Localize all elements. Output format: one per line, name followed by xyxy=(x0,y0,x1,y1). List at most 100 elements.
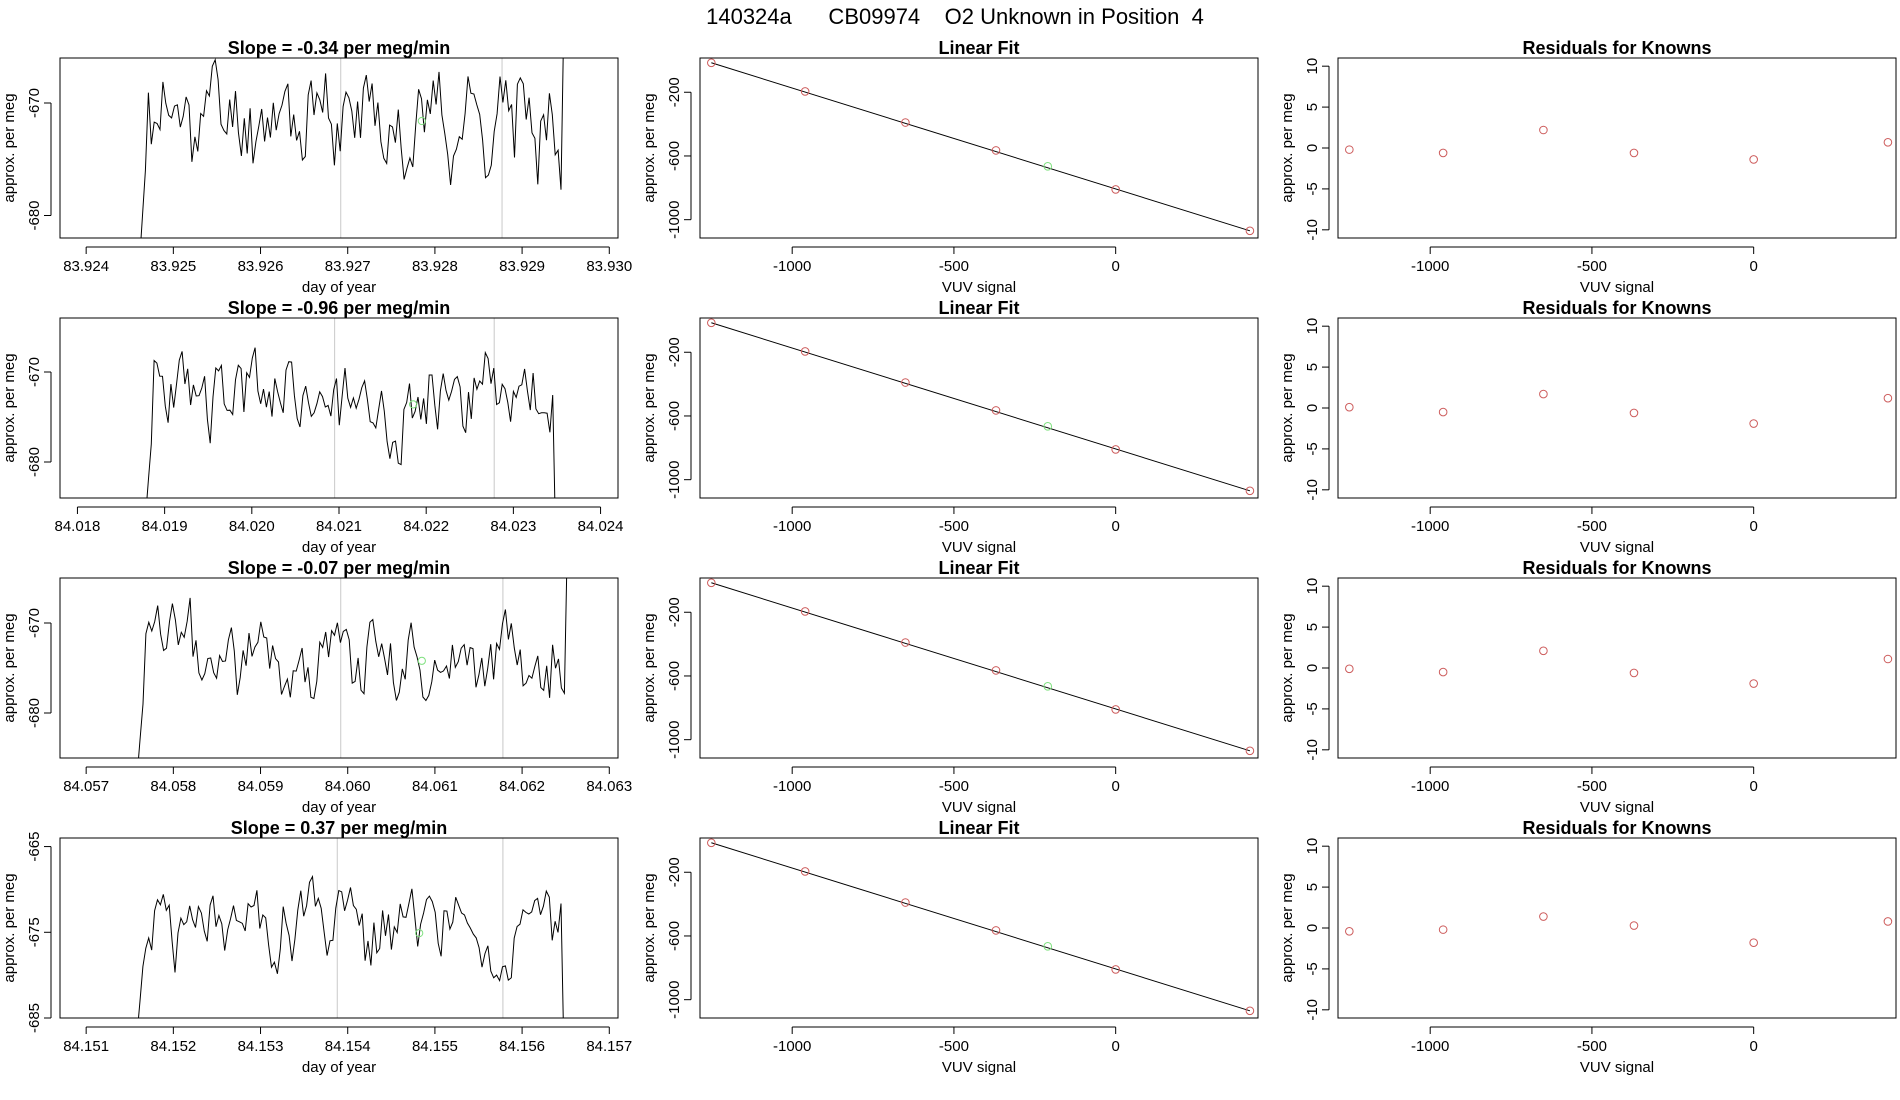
y-tick-label: -10 xyxy=(1304,219,1321,241)
x-tick-label: -1000 xyxy=(1411,1038,1449,1055)
panel-title: Residuals for Knowns xyxy=(1522,298,1711,318)
y-axis-label: approx. per meg xyxy=(1,93,18,202)
y-tick-label: -200 xyxy=(666,77,683,107)
unknown-point xyxy=(415,929,424,938)
unknown-point xyxy=(1043,422,1053,431)
residual-point xyxy=(1749,938,1758,948)
x-tick-label: 84.023 xyxy=(490,518,536,535)
known-point xyxy=(991,666,1001,675)
x-tick-label: -500 xyxy=(1577,518,1607,535)
x-tick-label: -500 xyxy=(1577,1038,1607,1055)
x-tick-label: -500 xyxy=(939,778,969,795)
residual-point xyxy=(1345,402,1354,412)
known-point xyxy=(800,87,810,96)
x-tick-label: 84.021 xyxy=(316,518,362,535)
x-axis-label: VUV signal xyxy=(942,799,1016,816)
plot-frame xyxy=(1337,317,1897,499)
x-tick-label: -500 xyxy=(939,258,969,275)
panel-title: Slope = -0.96 per meg/min xyxy=(228,298,451,318)
plot-frame xyxy=(1337,57,1897,239)
x-tick-label: 84.018 xyxy=(54,518,100,535)
residual-point xyxy=(1883,654,1893,664)
y-tick-label: -5 xyxy=(1304,702,1321,715)
plot-area xyxy=(140,58,564,238)
known-point xyxy=(1111,965,1120,974)
panel-1-3: Residuals for Knowns VUV signal approx. pe… xyxy=(1279,38,1897,296)
plot-frame xyxy=(1337,837,1897,1019)
panel-title: Linear Fit xyxy=(938,298,1019,318)
x-tick-label: 84.060 xyxy=(325,778,371,795)
known-point xyxy=(1111,705,1120,714)
residual-point xyxy=(1629,668,1639,678)
known-point xyxy=(1111,445,1120,454)
figure-title: 140324a CB09974 O2 Unknown in Position 4 xyxy=(706,4,1204,29)
panel-2-1: Slope = -0.96 per meg/min day of year appr… xyxy=(1,298,624,556)
x-tick-label: 84.155 xyxy=(412,1038,458,1055)
y-axis-label: approx. per meg xyxy=(641,93,658,202)
y-tick-label: 0 xyxy=(1304,144,1321,152)
residual-point xyxy=(1438,148,1448,158)
y-tick-label: 0 xyxy=(1304,664,1321,672)
plot-area xyxy=(1345,125,1893,164)
y-tick-label: -5 xyxy=(1304,182,1321,195)
panel-4-1: Slope = 0.37 per meg/min day of year appro… xyxy=(1,818,632,1076)
unknown-point xyxy=(1043,942,1053,951)
y-tick-label: -600 xyxy=(666,661,683,691)
x-tick-label: 0 xyxy=(1749,1038,1757,1055)
y-tick-label: -200 xyxy=(666,597,683,627)
x-axis-label: VUV signal xyxy=(942,539,1016,556)
residual-point xyxy=(1883,393,1893,403)
plot-area xyxy=(707,578,1255,756)
y-tick-label: -670 xyxy=(26,357,43,387)
x-axis-label: day of year xyxy=(302,799,376,816)
known-point xyxy=(800,607,810,616)
panel-2-2: Linear Fit VUV signal approx. per meg -1000… xyxy=(641,298,1259,556)
known-point xyxy=(707,578,716,588)
x-tick-label: 0 xyxy=(1111,778,1119,795)
y-tick-label: -680 xyxy=(26,698,43,728)
known-point xyxy=(991,146,1001,155)
y-tick-label: -10 xyxy=(1304,739,1321,761)
y-tick-label: 0 xyxy=(1304,404,1321,412)
residual-point xyxy=(1438,407,1448,417)
y-tick-label: -1000 xyxy=(666,720,683,758)
panel-1-1: Slope = -0.34 per meg/min day of year appr… xyxy=(1,38,632,296)
x-axis-label: day of year xyxy=(302,279,376,296)
residual-point xyxy=(1539,646,1548,656)
x-tick-label: -1000 xyxy=(1411,518,1449,535)
x-tick-label: -500 xyxy=(939,1038,969,1055)
y-tick-label: 5 xyxy=(1304,883,1321,891)
panel-title: Slope = -0.34 per meg/min xyxy=(228,38,451,58)
y-tick-label: -1000 xyxy=(666,460,683,498)
x-tick-label: -1000 xyxy=(1411,258,1449,275)
known-point xyxy=(1245,746,1255,756)
plot-area xyxy=(1345,912,1893,948)
y-tick-label: 10 xyxy=(1304,578,1321,595)
residual-point xyxy=(1438,925,1448,934)
known-point xyxy=(1245,1006,1255,1016)
panel-grid: Slope = -0.34 per meg/min day of year appr… xyxy=(1,38,1897,1076)
y-tick-label: -5 xyxy=(1304,962,1321,975)
known-point xyxy=(901,638,910,647)
plot-area xyxy=(707,838,1255,1016)
x-axis-label: VUV signal xyxy=(1580,1059,1654,1076)
known-point xyxy=(901,378,910,387)
plot-frame xyxy=(59,837,619,1019)
y-axis-label: approx. per meg xyxy=(1279,93,1296,202)
x-tick-label: 0 xyxy=(1749,258,1757,275)
panel-4-3: Residuals for Knowns VUV signal approx. pe… xyxy=(1279,818,1897,1076)
y-tick-label: -1000 xyxy=(666,200,683,238)
unknown-point xyxy=(1043,682,1053,691)
residual-point xyxy=(1539,912,1548,921)
residual-point xyxy=(1629,148,1639,158)
signal-line xyxy=(140,58,564,238)
x-tick-label: 0 xyxy=(1111,258,1119,275)
y-tick-label: 10 xyxy=(1304,58,1321,75)
known-point xyxy=(1245,226,1255,236)
x-tick-label: -1000 xyxy=(773,1038,811,1055)
y-tick-label: 5 xyxy=(1304,623,1321,631)
plot-area xyxy=(707,58,1255,236)
y-tick-label: -600 xyxy=(666,141,683,171)
known-point xyxy=(901,898,910,907)
unknown-point xyxy=(1043,162,1053,171)
